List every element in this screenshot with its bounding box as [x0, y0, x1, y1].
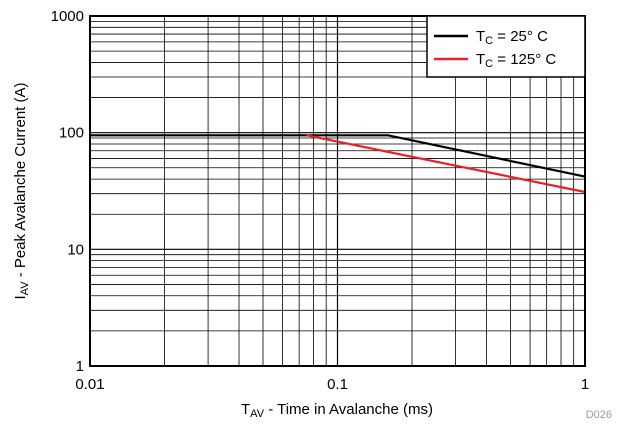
- series-line-2: [306, 134, 586, 194]
- x-tick-label: 0.1: [327, 376, 348, 393]
- y-tick-label: 1000: [51, 8, 84, 25]
- y-tick-label: 100: [59, 125, 84, 142]
- legend-box: [426, 15, 586, 78]
- y-tick-label: 1: [76, 358, 84, 375]
- plot-frame: [89, 15, 586, 367]
- figure-code: D026: [586, 409, 612, 421]
- x-tick-label: 1: [581, 376, 589, 393]
- legend-label-series-2: TC = 125° C: [476, 51, 556, 70]
- series-group: [90, 134, 586, 194]
- y-tick-label: 10: [67, 241, 84, 258]
- series-line-1: [90, 134, 586, 178]
- legend: TC = 25° C TC = 125° C: [426, 15, 586, 78]
- x-axis-label: TAV - Time in Avalanche (ms): [241, 401, 433, 420]
- x-tick-labels: 0.01 0.1 1: [75, 376, 589, 393]
- legend-label-series-1: TC = 25° C: [476, 28, 548, 47]
- y-axis-label: IAV - Peak Avalanche Current (A): [12, 82, 31, 299]
- y-tick-labels: 1 10 100 1000: [51, 8, 84, 375]
- x-tick-label: 0.01: [75, 376, 104, 393]
- grid: [90, 16, 585, 366]
